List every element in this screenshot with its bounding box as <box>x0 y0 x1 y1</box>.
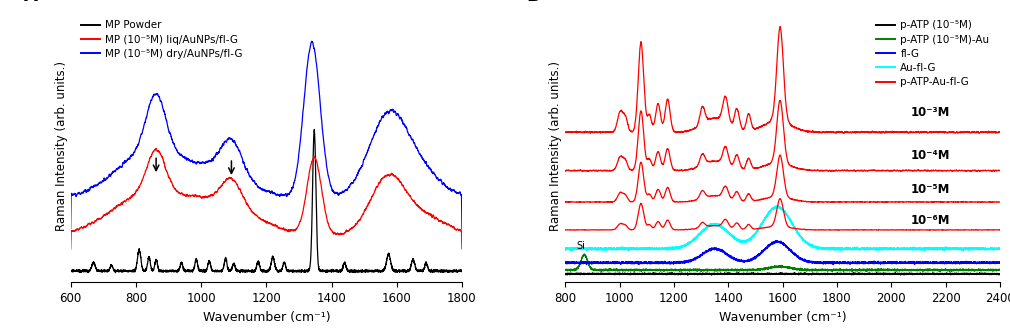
Text: Si: Si <box>577 241 586 251</box>
Text: 10⁻³M: 10⁻³M <box>910 106 949 119</box>
Text: 10⁻⁶M: 10⁻⁶M <box>910 214 949 226</box>
Legend: p-ATP (10⁻⁵M), p-ATP (10⁻⁵M)-Au, fl-G, Au-fl-G, p-ATP-Au-fl-G: p-ATP (10⁻⁵M), p-ATP (10⁻⁵M)-Au, fl-G, A… <box>872 15 995 92</box>
Y-axis label: Raman Intensity (arb. units.): Raman Intensity (arb. units.) <box>549 61 563 231</box>
Legend: MP Powder, MP (10⁻⁵M) liq/AuNPs/fl-G, MP (10⁻⁵M) dry/AuNPs/fl-G: MP Powder, MP (10⁻⁵M) liq/AuNPs/fl-G, MP… <box>76 15 247 64</box>
Text: A: A <box>24 0 37 5</box>
Text: 10⁻⁵M: 10⁻⁵M <box>910 183 949 196</box>
X-axis label: Wavenumber (cm⁻¹): Wavenumber (cm⁻¹) <box>719 310 846 324</box>
Text: 10⁻⁴M: 10⁻⁴M <box>910 149 949 162</box>
Y-axis label: Raman Intensity (arb. units.): Raman Intensity (arb. units.) <box>55 61 68 231</box>
X-axis label: Wavenumber (cm⁻¹): Wavenumber (cm⁻¹) <box>203 310 330 324</box>
Text: B: B <box>526 0 539 5</box>
